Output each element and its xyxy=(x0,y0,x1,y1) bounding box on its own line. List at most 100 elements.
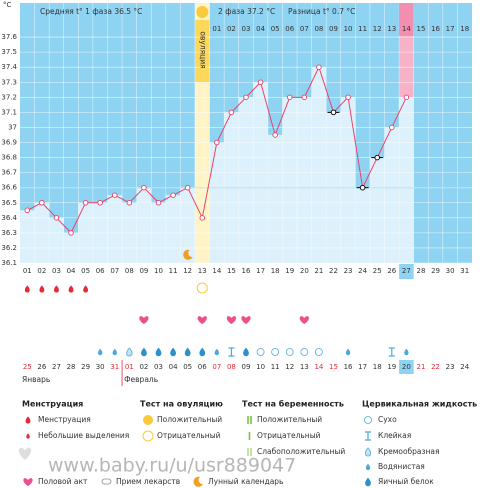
x-tick-label: 25 xyxy=(373,267,382,275)
sex-icon xyxy=(139,316,149,324)
legend-item: Кремообразная xyxy=(378,447,440,456)
temperature-point xyxy=(257,79,264,85)
x-tick-label: 26 xyxy=(387,267,396,275)
y-tick-label: 36.2 xyxy=(1,244,17,252)
x-tick-label: 27 xyxy=(402,267,411,275)
bleeding-icon xyxy=(24,285,30,293)
bleeding-icon xyxy=(68,285,74,293)
y-tick-label: 36.4 xyxy=(1,214,17,222)
header-text: 2 фаза 37.2 °C xyxy=(218,7,275,16)
x-tick-label: 09 xyxy=(139,267,148,275)
temperature-point xyxy=(374,154,380,161)
sex-icon xyxy=(299,316,309,324)
moon-icon xyxy=(183,249,193,260)
cervical-icon xyxy=(98,348,103,356)
icon xyxy=(365,477,371,487)
legend-item: Яичный белок xyxy=(378,477,434,486)
calendar-date: 23 xyxy=(446,363,455,371)
phase2-day-label: 06 xyxy=(285,25,294,33)
calendar-date: 04 xyxy=(169,363,178,371)
legend-item: Клейкая xyxy=(378,431,411,440)
phase2-day-label: 03 xyxy=(242,25,251,33)
x-tick-label: 13 xyxy=(198,267,207,275)
sex-icon xyxy=(226,316,237,324)
y-tick-label: 36.5 xyxy=(1,199,17,207)
temperature-point xyxy=(53,215,60,221)
x-tick-label: 18 xyxy=(271,267,280,275)
y-tick-label: 36.1 xyxy=(1,259,17,267)
today-date-box xyxy=(399,360,414,374)
calendar-date: 29 xyxy=(81,363,90,371)
calendar-date: 03 xyxy=(154,363,163,371)
phase2-day-label: 15 xyxy=(417,25,426,33)
temperature-point xyxy=(286,94,293,101)
x-tick-label: 08 xyxy=(125,267,134,275)
day-column xyxy=(297,97,312,263)
calendar-date: 16 xyxy=(344,363,353,371)
calendar-date: 24 xyxy=(460,363,469,371)
icon xyxy=(364,447,372,457)
calendar-date: 20 xyxy=(402,363,411,371)
x-tick-label: 12 xyxy=(183,267,192,275)
calendar-date: 30 xyxy=(96,363,105,371)
day-column xyxy=(238,97,254,263)
calendar-date: 12 xyxy=(285,363,294,371)
temperature-point xyxy=(301,94,308,101)
calendar-date: 06 xyxy=(198,363,207,371)
x-tick-label: 06 xyxy=(96,267,105,275)
unit-label: °C xyxy=(3,1,12,9)
calendar-date: 14 xyxy=(314,363,323,371)
cervical-icon xyxy=(184,347,191,357)
legend-item: Сухо xyxy=(378,415,397,424)
calendar-date: 21 xyxy=(417,363,426,371)
icon xyxy=(247,448,252,456)
temperature-point xyxy=(345,94,351,101)
x-tick-label: 04 xyxy=(67,267,76,275)
legend-item: Водянистая xyxy=(378,462,425,471)
x-tick-label: 28 xyxy=(417,267,426,275)
cervical-icon xyxy=(243,347,249,357)
calendar-date: 13 xyxy=(300,363,309,371)
x-tick-label: 22 xyxy=(329,267,338,275)
phase2-day-label: 08 xyxy=(314,25,323,33)
phase2-day-label: 07 xyxy=(300,25,309,33)
temperature-point xyxy=(389,124,395,131)
sex-icon xyxy=(241,316,251,324)
cervical-icon xyxy=(155,347,162,357)
day-column xyxy=(267,134,283,263)
y-tick-label: 36.7 xyxy=(1,169,17,177)
day-column xyxy=(311,67,327,263)
phase2-day-label: 10 xyxy=(344,25,353,33)
temperature-point xyxy=(359,184,366,191)
legend-heading: Цервикальная жидкость xyxy=(362,400,477,409)
x-tick-label: 03 xyxy=(52,267,61,275)
calendar-date: 05 xyxy=(183,363,192,371)
day-column xyxy=(107,195,123,263)
month-label: Январь xyxy=(22,375,50,384)
icon xyxy=(18,447,32,460)
x-tick-label: 29 xyxy=(431,267,440,275)
day-column xyxy=(165,195,181,263)
cervical-icon xyxy=(214,348,220,356)
day-column xyxy=(355,187,370,263)
watermark: www.baby.ru/u/usr889047 xyxy=(48,455,296,477)
y-tick-label: 36.8 xyxy=(1,154,17,162)
temperature-point xyxy=(68,230,74,236)
legend-item: Положительный xyxy=(257,415,322,424)
calendar-date: 15 xyxy=(329,363,338,371)
icon xyxy=(143,415,153,425)
icon xyxy=(142,430,154,442)
y-tick-label: 37.2 xyxy=(1,93,17,101)
calendar-date: 18 xyxy=(373,363,382,371)
cervical-icon xyxy=(300,348,309,356)
cervical-icon xyxy=(199,347,206,357)
legend-item: Небольшие выделения xyxy=(38,431,129,440)
y-tick-label: 37.5 xyxy=(1,48,17,56)
temperature-point xyxy=(214,139,220,146)
x-tick-label: 07 xyxy=(110,267,119,275)
cervical-icon xyxy=(170,347,176,357)
day-column xyxy=(282,97,298,263)
calendar-date: 28 xyxy=(67,363,76,371)
legend-item: Положительный xyxy=(157,415,222,424)
y-tick-label: 37.3 xyxy=(1,78,17,86)
